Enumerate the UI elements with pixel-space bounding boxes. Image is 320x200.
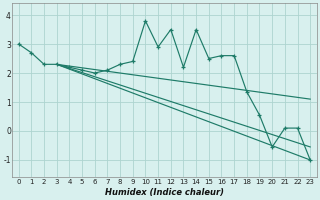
X-axis label: Humidex (Indice chaleur): Humidex (Indice chaleur): [105, 188, 224, 197]
